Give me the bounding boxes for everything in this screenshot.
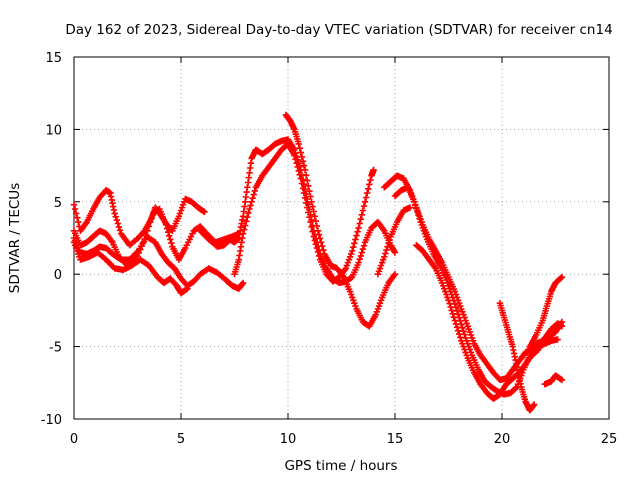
series-marker-path [231,140,377,285]
tick-labels: 0 5 10 15 20 25 -10 -5 0 5 10 15 [41,51,618,447]
series-marker-path [70,239,191,297]
x-tick-label: 20 [494,432,511,447]
y-tick-label: 5 [54,196,62,211]
series-marker-path [526,273,566,350]
plot-frame [73,56,610,420]
series-track-12 [526,273,566,350]
series-marker-path [541,372,566,388]
series-track-5 [197,136,399,287]
y-tick-label: 15 [45,51,62,66]
series-track-14 [374,204,414,278]
series-track-7 [282,111,399,330]
y-tick-label: 10 [45,123,62,138]
y-tick-label: -10 [41,413,62,428]
grid-lines [74,57,609,419]
series-marker-path [70,205,242,269]
series-track-9 [391,184,566,398]
series-track-2 [70,205,242,269]
y-tick-label: 0 [54,268,62,283]
series-track-10 [413,242,566,402]
series-track-11 [496,300,538,414]
x-tick-label: 5 [177,432,185,447]
x-tick-label: 25 [601,432,618,447]
chart-title: Day 162 of 2023, Sidereal Day-to-day VTE… [65,22,612,38]
series-marker-path [197,136,399,287]
y-axis-label: SDTVAR / TECUs [7,183,23,293]
series-track-6 [231,140,377,285]
y-tick-label: -5 [49,341,62,356]
series-marker-path [496,300,538,414]
x-tick-label: 10 [280,432,297,447]
axis-ticks [73,56,610,420]
x-tick-label: 15 [387,432,404,447]
series-marker-path [282,111,399,330]
series-track-13 [541,372,566,388]
series-marker-path [374,204,414,278]
x-axis-label: GPS time / hours [284,458,397,474]
data-series [70,111,566,414]
series-marker-path [70,187,208,249]
series-track-4 [70,239,191,297]
series-track-1 [70,187,208,249]
series-marker-path [413,242,566,402]
series-marker-path [391,184,566,398]
x-tick-label: 0 [70,432,78,447]
